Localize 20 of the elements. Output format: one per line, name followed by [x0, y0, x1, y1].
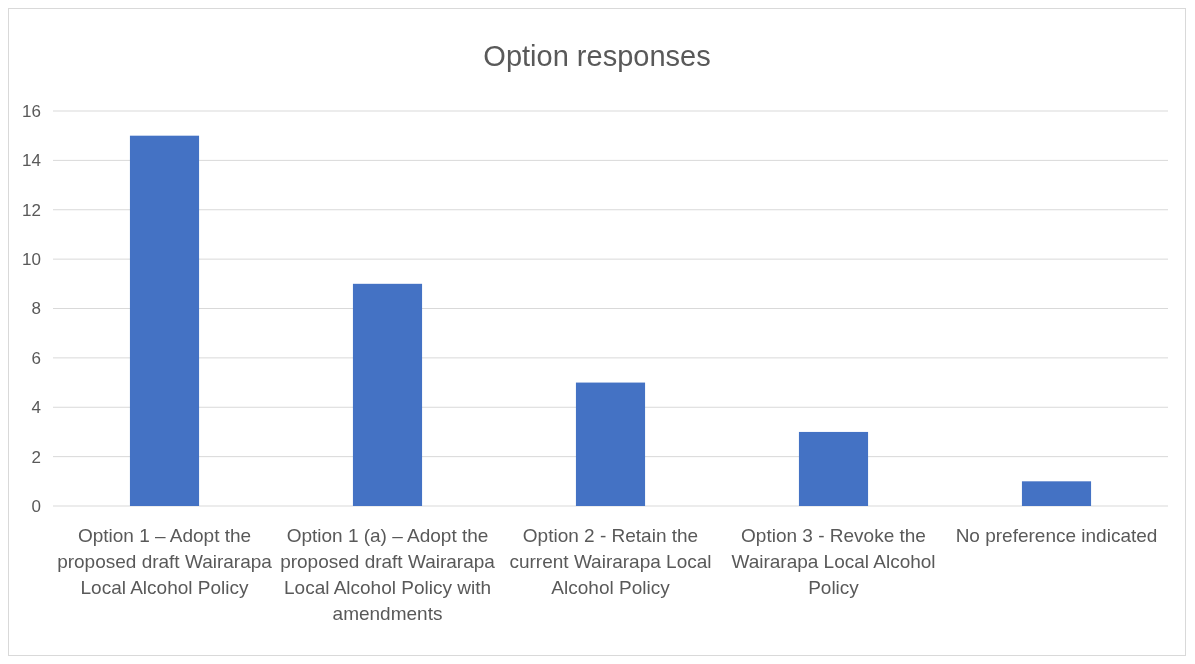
bar	[575, 382, 646, 506]
y-tick-label: 14	[22, 151, 41, 171]
y-tick-label: 16	[22, 101, 41, 121]
y-tick-label: 6	[31, 348, 41, 368]
bar	[129, 135, 200, 506]
y-tick-label: 12	[22, 200, 41, 220]
y-tick-label: 0	[31, 496, 41, 516]
y-tick-label: 2	[31, 447, 41, 467]
x-tick-label: Option 3 - Revoke the Wairarapa Local Alcohol Policy	[731, 525, 936, 598]
bar	[1021, 481, 1092, 506]
y-tick-label: 4	[31, 398, 41, 418]
x-tick-label: No preference indicated	[955, 525, 1158, 546]
y-tick-label: 10	[22, 250, 41, 270]
bar	[352, 283, 423, 506]
chart-title: Option responses	[483, 40, 711, 72]
x-tick-label: Option 1 – Adopt the proposed draft Wairarapa Local Alcohol Policy	[57, 525, 273, 598]
y-tick-label: 8	[31, 299, 41, 319]
x-tick-label: Option 2 - Retain the current Wairarapa Local Alcohol Policy	[509, 525, 712, 598]
x-tick-label: Option 1 (a) – Adopt the proposed draft Wairarapa Local Alcohol Policy with amendments	[280, 525, 496, 624]
bar	[798, 431, 869, 506]
